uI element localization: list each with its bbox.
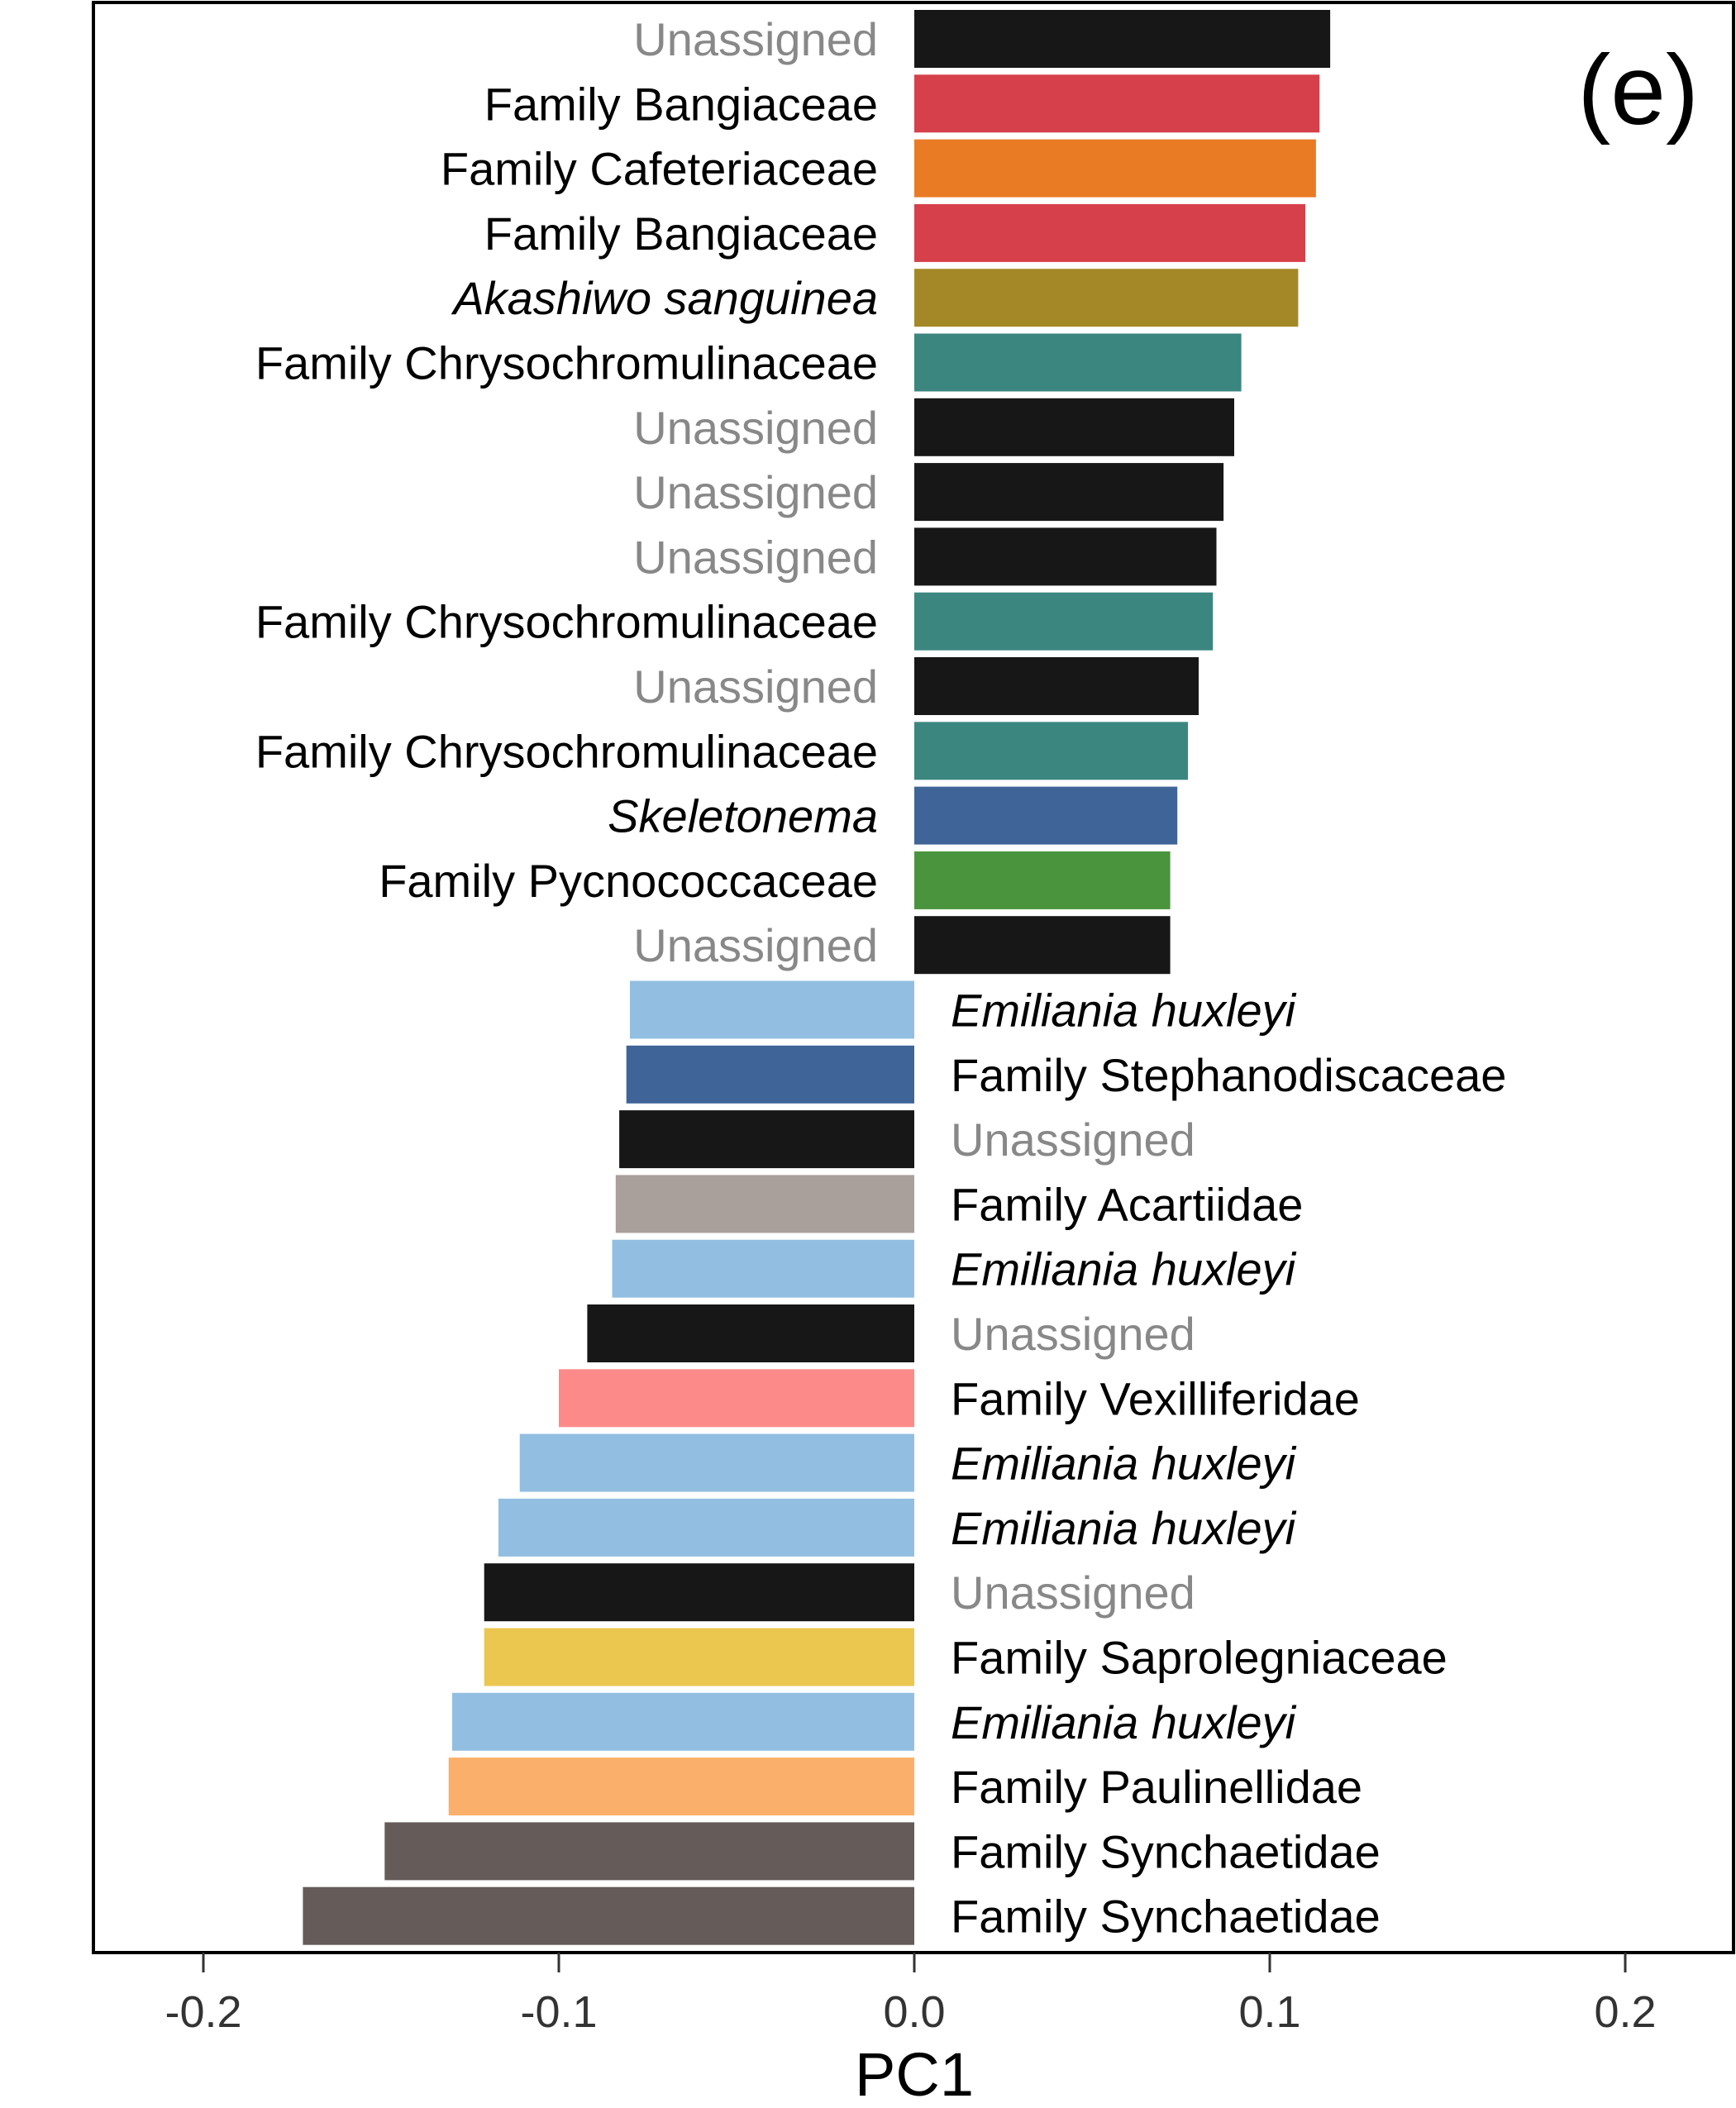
bar-8 (914, 527, 1217, 586)
bar-6 (914, 398, 1234, 456)
x-tick-label-2: 0.0 (883, 1987, 945, 2037)
bar-11 (914, 722, 1189, 780)
x-tick-label-0: -0.2 (165, 1987, 241, 2037)
bar-24 (484, 1563, 914, 1622)
bar-10 (914, 657, 1199, 715)
bar-14 (914, 916, 1171, 975)
bar-label-8: Unassigned (633, 531, 878, 583)
x-tick-label-4: 0.2 (1594, 1987, 1656, 2037)
bar-label-2: Family Cafeteriaceae (441, 143, 878, 195)
bar-label-23: Emiliania huxleyi (951, 1502, 1297, 1554)
bar-label-11: Family Chrysochromulinaceae (255, 725, 878, 777)
bar-labels-layer: Unassigned Family Bangiaceae Family Cafete… (255, 13, 1507, 1943)
bar-16 (626, 1045, 914, 1104)
bar-label-18: Family Acartiidae (951, 1178, 1303, 1230)
bar-label-6: Unassigned (633, 402, 878, 454)
bar-20 (587, 1304, 914, 1362)
bar-28 (384, 1822, 914, 1881)
bar-22 (519, 1433, 914, 1492)
bar-label-24: Unassigned (951, 1567, 1195, 1619)
bar-label-21: Family Vexilliferidae (951, 1372, 1360, 1424)
x-tick-label-3: 0.1 (1238, 1987, 1300, 2037)
x-axis-title: PC1 (855, 2040, 974, 2108)
bar-label-4: Akashiwo sanguinea (451, 272, 878, 324)
bar-25 (484, 1628, 914, 1686)
bar-label-13: Family Pycnococcaceae (379, 855, 878, 907)
bar-19 (612, 1239, 914, 1298)
bar-label-7: Unassigned (633, 466, 878, 518)
bar-label-20: Unassigned (951, 1308, 1195, 1360)
bar-label-29: Family Synchaetidae (951, 1891, 1381, 1943)
bar-label-0: Unassigned (633, 13, 878, 65)
bar-label-10: Unassigned (633, 661, 878, 713)
bar-4 (914, 269, 1299, 327)
bar-label-17: Unassigned (951, 1114, 1195, 1166)
bar-27 (448, 1757, 914, 1816)
bar-12 (914, 786, 1178, 845)
bar-label-1: Family Bangiaceae (484, 78, 878, 130)
bar-3 (914, 203, 1305, 262)
bar-label-19: Emiliania huxleyi (951, 1243, 1297, 1295)
bar-5 (914, 333, 1242, 392)
bar-label-3: Family Bangiaceae (484, 207, 878, 260)
bar-15 (630, 980, 914, 1039)
bar-label-22: Emiliania huxleyi (951, 1438, 1297, 1490)
bar-label-9: Family Chrysochromulinaceae (255, 596, 878, 648)
panel-label: (e) (1577, 35, 1699, 145)
bar-label-26: Emiliania huxleyi (951, 1696, 1297, 1748)
bar-26 (452, 1692, 914, 1751)
bar-label-25: Family Saprolegniaceae (951, 1632, 1447, 1684)
bar-9 (914, 592, 1214, 651)
bar-2 (914, 139, 1316, 198)
bar-label-12: Skeletonema (608, 790, 878, 842)
bar-17 (619, 1110, 914, 1169)
bar-29 (303, 1886, 914, 1945)
bar-18 (615, 1175, 914, 1233)
bar-7 (914, 463, 1224, 522)
bar-label-28: Family Synchaetidae (951, 1825, 1381, 1877)
bar-label-15: Emiliania huxleyi (951, 985, 1297, 1037)
bar-label-14: Unassigned (633, 919, 878, 971)
bar-1 (914, 74, 1320, 133)
x-tick-label-1: -0.1 (520, 1987, 597, 2037)
bar-label-5: Family Chrysochromulinaceae (255, 337, 878, 389)
bar-label-27: Family Paulinellidae (951, 1761, 1362, 1813)
bars-layer (303, 10, 1331, 1945)
bar-0 (914, 10, 1331, 68)
x-axis-ticks: -0.2 -0.1 0.0 0.1 0.2 (165, 1953, 1657, 2037)
bar-21 (559, 1369, 914, 1428)
bar-label-16: Family Stephanodiscaceae (951, 1049, 1506, 1101)
bar-23 (498, 1498, 914, 1557)
bar-13 (914, 851, 1171, 909)
